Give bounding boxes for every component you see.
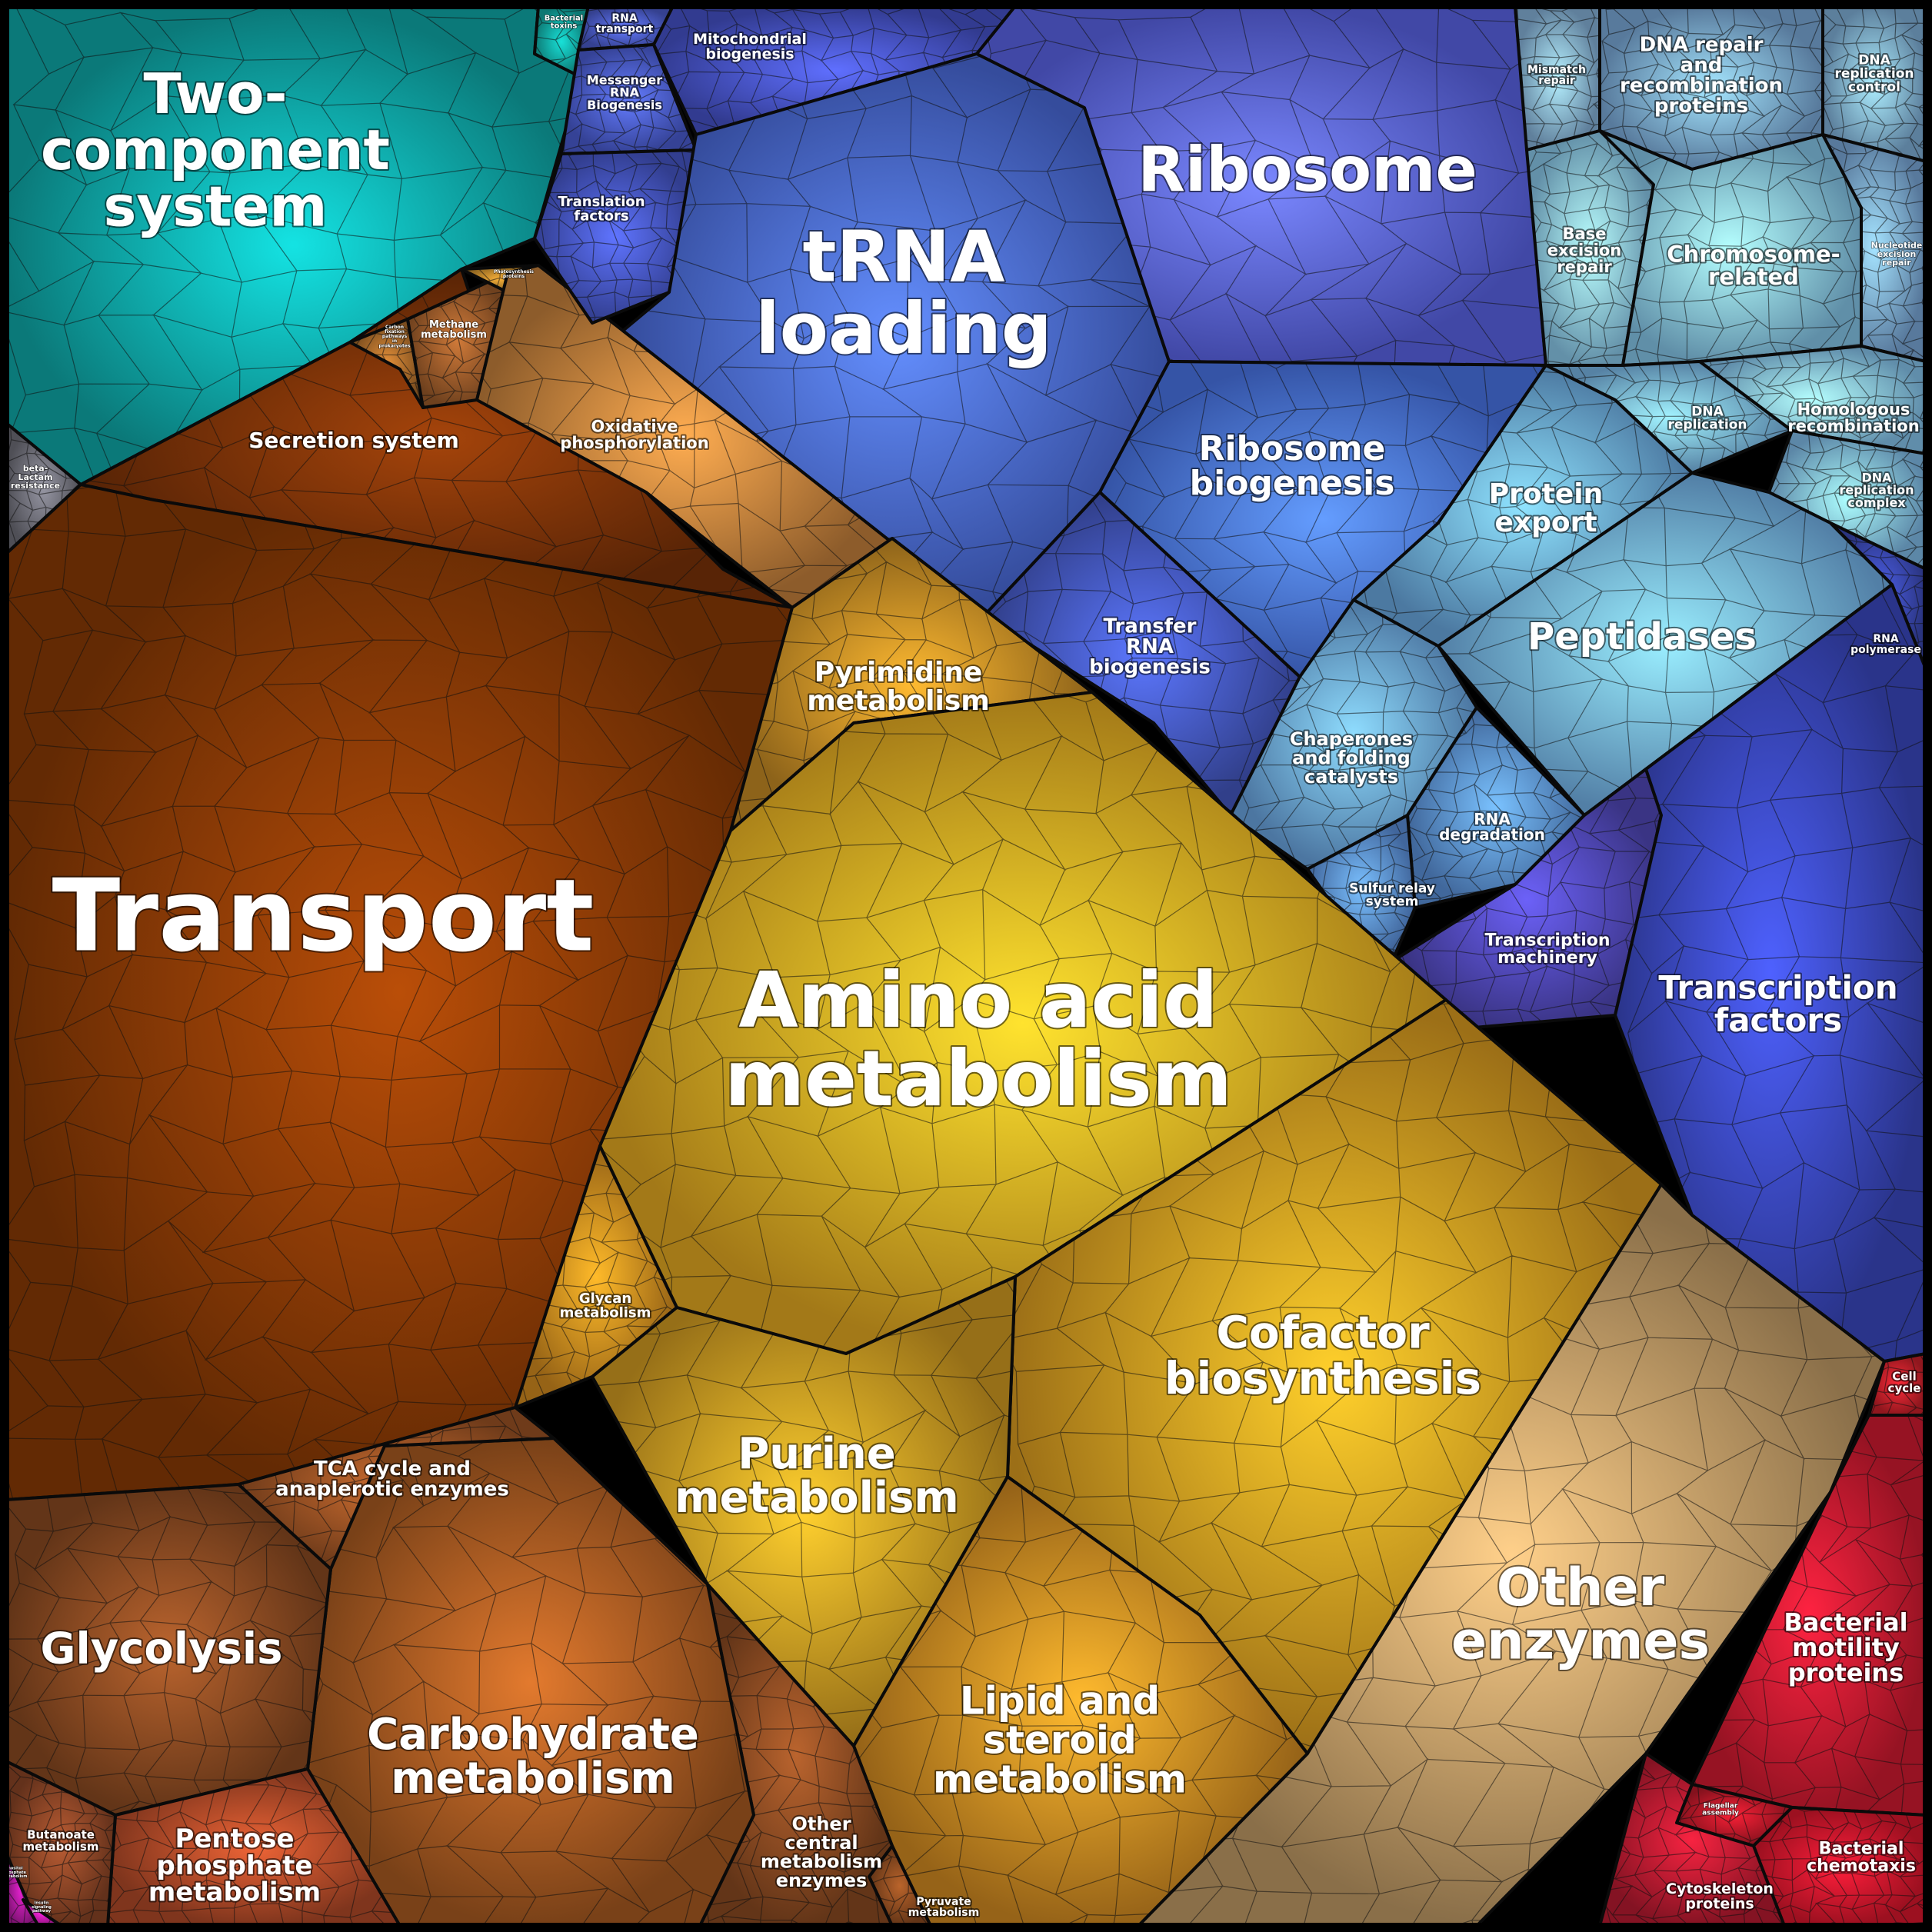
region-glycolysis-shape xyxy=(6,1484,331,1815)
label-other-central: Other central metabolism enzymes xyxy=(761,1814,882,1891)
label-oxphos: Oxidative phosphorylation xyxy=(560,418,708,453)
region-transfer-rna-biogenesis-shape xyxy=(984,492,1300,815)
region-lipid-steroid-shape xyxy=(854,1477,1307,1926)
label-dna-repair: DNA repair and recombination proteins xyxy=(1620,33,1783,118)
region-rna-polymerase-shape xyxy=(1830,523,1926,669)
label-homologous-recombination: Homologous recombination xyxy=(1787,401,1919,436)
label-bacterial-chemotaxis: Bacterial chemotaxis xyxy=(1807,1840,1916,1876)
label-other-enzymes: Other enzymes xyxy=(1451,1557,1710,1671)
label-peptidases: Peptidases xyxy=(1527,615,1757,658)
label-mrna-biogenesis: Messenger RNA Biogenesis xyxy=(587,72,662,112)
region-ribosome-shape xyxy=(977,6,1546,365)
label-rna-degradation: RNA degradation xyxy=(1439,810,1545,844)
region-dna-replication-control-shape xyxy=(1823,6,1926,162)
label-butanoate: Butanoate metabolism xyxy=(23,1828,99,1854)
label-amino-acid: Amino acid metabolism xyxy=(724,955,1232,1124)
region-trna-loading-shape xyxy=(623,54,1169,615)
region-sulfur-relay-shape xyxy=(1307,815,1415,961)
label-translation-factors: Translation factors xyxy=(558,194,645,224)
label-dna-replication-complex: DNA replication complex xyxy=(1840,470,1914,510)
label-tca: TCA cycle and anaplerotic enzymes xyxy=(275,1457,509,1501)
region-bacterial-chemotaxis xyxy=(1752,1806,1926,1926)
region-other-central-shape xyxy=(700,1584,892,1926)
region-cell-cycle xyxy=(1867,1352,1926,1417)
region-dna-replication-shape xyxy=(1546,361,1792,473)
label-rna-polymerase: RNA polymerase xyxy=(1850,633,1921,656)
label-dna-replication-control: DNA replication control xyxy=(1834,53,1914,95)
region-homologous-recombination-shape xyxy=(1700,346,1926,454)
region-rna-transport-shape xyxy=(578,6,673,50)
label-beta-lactam: beta-Lactam resistance xyxy=(11,464,60,491)
region-tca-shape xyxy=(238,1407,554,1569)
region-secretion-shape xyxy=(81,269,792,608)
region-cytoskeleton-shape xyxy=(1600,1754,1784,1926)
label-sulfur-relay: Sulfur relay system xyxy=(1349,881,1435,909)
region-other-enzymes-shape xyxy=(1138,1184,1884,1926)
label-chaperones: Chaperones and folding catalysts xyxy=(1290,728,1413,788)
region-butanoate-cells xyxy=(6,1761,115,1926)
region-cytoskeleton xyxy=(1598,1752,1786,1926)
label-cell-cycle: Cell cycle xyxy=(1888,1370,1921,1395)
label-trna-loading: tRNA loading xyxy=(755,215,1052,370)
region-mismatch-repair-cells xyxy=(1515,6,1600,150)
region-bacterial-chemotaxis-cells xyxy=(1754,1807,1926,1926)
label-transcription-machinery: Transcription machinery xyxy=(1484,931,1610,968)
label-glycan: Glycan metabolism xyxy=(560,1291,651,1321)
label-nucleotide-excision: Nucleotide excision repair xyxy=(1871,241,1923,268)
label-transfer-rna-biogenesis: Transfer RNA biogenesis xyxy=(1089,615,1211,679)
region-oxphos-cells xyxy=(477,265,892,608)
label-lipid-steroid: Lipid and steroid metabolism xyxy=(933,1679,1187,1802)
label-carbon-fixation: Carbon fixation pathways in prokaryotes xyxy=(379,325,411,348)
region-transcription-machinery-shape xyxy=(1392,769,1661,1031)
label-bacterial-toxins: Bacterial toxins xyxy=(545,14,583,30)
region-dna-replication-complex-shape xyxy=(1769,431,1926,569)
label-transcription-factors: Transcription factors xyxy=(1658,968,1897,1039)
region-carbohydrate-shape xyxy=(308,1438,754,1926)
label-dna-replication: DNA replication xyxy=(1667,404,1747,432)
region-butanoate xyxy=(6,1760,117,1926)
label-pyruvate: Pyruvate metabolism xyxy=(908,1896,979,1919)
region-cofactor-shape xyxy=(1008,1000,1661,1754)
label-rna-transport: RNA transport xyxy=(596,12,654,35)
region-amino-acid-shape xyxy=(600,692,1446,1354)
region-carbohydrate-cells xyxy=(308,1438,754,1926)
label-methane: Methane metabolism xyxy=(421,319,487,341)
label-mito-biogenesis: Mitochondrial biogenesis xyxy=(693,31,807,62)
label-cytoskeleton: Cytoskeleton proteins xyxy=(1666,1880,1774,1912)
label-bacterial-motility: Bacterial motility proteins xyxy=(1784,1608,1907,1687)
label-pyrimidine: Pyrimidine metabolism xyxy=(807,657,990,717)
label-photosynthesis: Photosynthesis proteins xyxy=(494,269,534,279)
label-carbohydrate: Carbohydrate metabolism xyxy=(367,1710,699,1804)
label-cofactor: Cofactor biosynthesis xyxy=(1164,1307,1481,1404)
label-base-excision: Base excision repair xyxy=(1547,225,1622,276)
label-insulin: Insulin signaling pathway xyxy=(32,1901,52,1914)
label-purine: Purine metabolism xyxy=(675,1429,959,1523)
region-transcription-factors-shape xyxy=(1615,585,1926,1361)
label-secretion: Secretion system xyxy=(248,428,459,453)
label-transport: Transport xyxy=(52,858,595,974)
label-ribosome-biogenesis: Ribosome biogenesis xyxy=(1190,429,1395,503)
region-purine-shape xyxy=(592,1277,1015,1746)
label-protein-export: Protein export xyxy=(1489,478,1603,538)
region-glycan-shape xyxy=(515,1146,677,1407)
label-mismatch-repair: Mismatch repair xyxy=(1527,64,1586,87)
region-protein-export-shape xyxy=(1354,365,1692,646)
label-chromosome: Chromosome-related xyxy=(1667,241,1840,290)
label-ribosome: Ribosome xyxy=(1138,134,1477,205)
label-inositol: Inositol phosphate metabolism xyxy=(2,1867,28,1879)
region-two-component-shape xyxy=(6,6,581,485)
region-oxphos-shape xyxy=(477,265,892,608)
region-dna-repair-shape xyxy=(1600,6,1823,169)
region-chromosome-shape xyxy=(1600,131,1861,365)
label-two-component: Two-component system xyxy=(41,62,390,239)
region-cell-cycle-cells xyxy=(1869,1354,1926,1415)
region-carbon-fixation-shape xyxy=(350,319,423,408)
region-nucleotide-excision-shape xyxy=(1823,135,1926,361)
label-pentose: Pentose phosphate metabolism xyxy=(148,1824,321,1907)
region-mrna-biogenesis-shape xyxy=(561,45,696,154)
label-glycolysis: Glycolysis xyxy=(41,1624,283,1674)
label-flagellar-assembly: Flagellar assembly xyxy=(1702,1803,1739,1817)
